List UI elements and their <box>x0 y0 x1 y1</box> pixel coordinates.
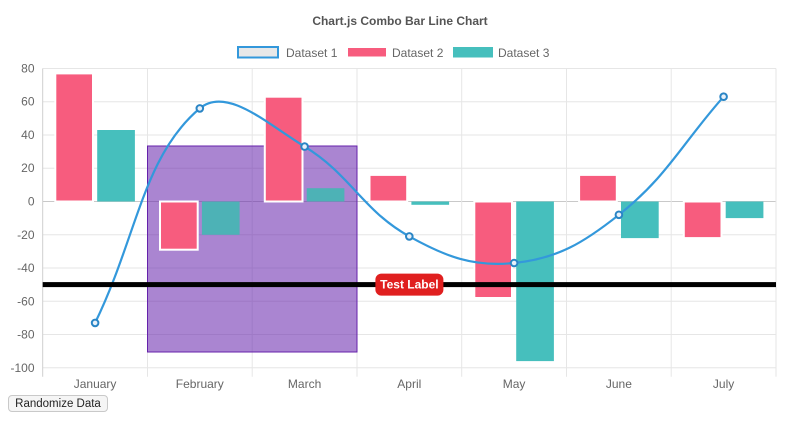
svg-text:Chart.js Combo Bar Line Chart: Chart.js Combo Bar Line Chart <box>312 14 487 28</box>
svg-text:80: 80 <box>21 62 35 76</box>
svg-text:February: February <box>176 377 224 391</box>
svg-text:Dataset 3: Dataset 3 <box>498 46 550 60</box>
svg-text:Dataset 1: Dataset 1 <box>286 46 338 60</box>
svg-text:June: June <box>606 377 632 391</box>
svg-text:July: July <box>713 377 734 391</box>
svg-text:-20: -20 <box>17 228 35 242</box>
svg-text:March: March <box>288 377 321 391</box>
svg-text:0: 0 <box>28 195 35 209</box>
svg-text:60: 60 <box>21 95 35 109</box>
svg-text:-40: -40 <box>17 261 35 275</box>
svg-text:20: 20 <box>21 161 35 175</box>
svg-text:Test Label: Test Label <box>380 278 438 292</box>
svg-text:-100: -100 <box>10 361 34 375</box>
svg-text:January: January <box>74 377 117 391</box>
svg-text:-60: -60 <box>17 294 35 308</box>
svg-text:Dataset 2: Dataset 2 <box>392 46 444 60</box>
svg-text:-80: -80 <box>17 328 35 342</box>
svg-text:April: April <box>397 377 421 391</box>
svg-text:40: 40 <box>21 128 35 142</box>
svg-text:May: May <box>503 377 526 391</box>
